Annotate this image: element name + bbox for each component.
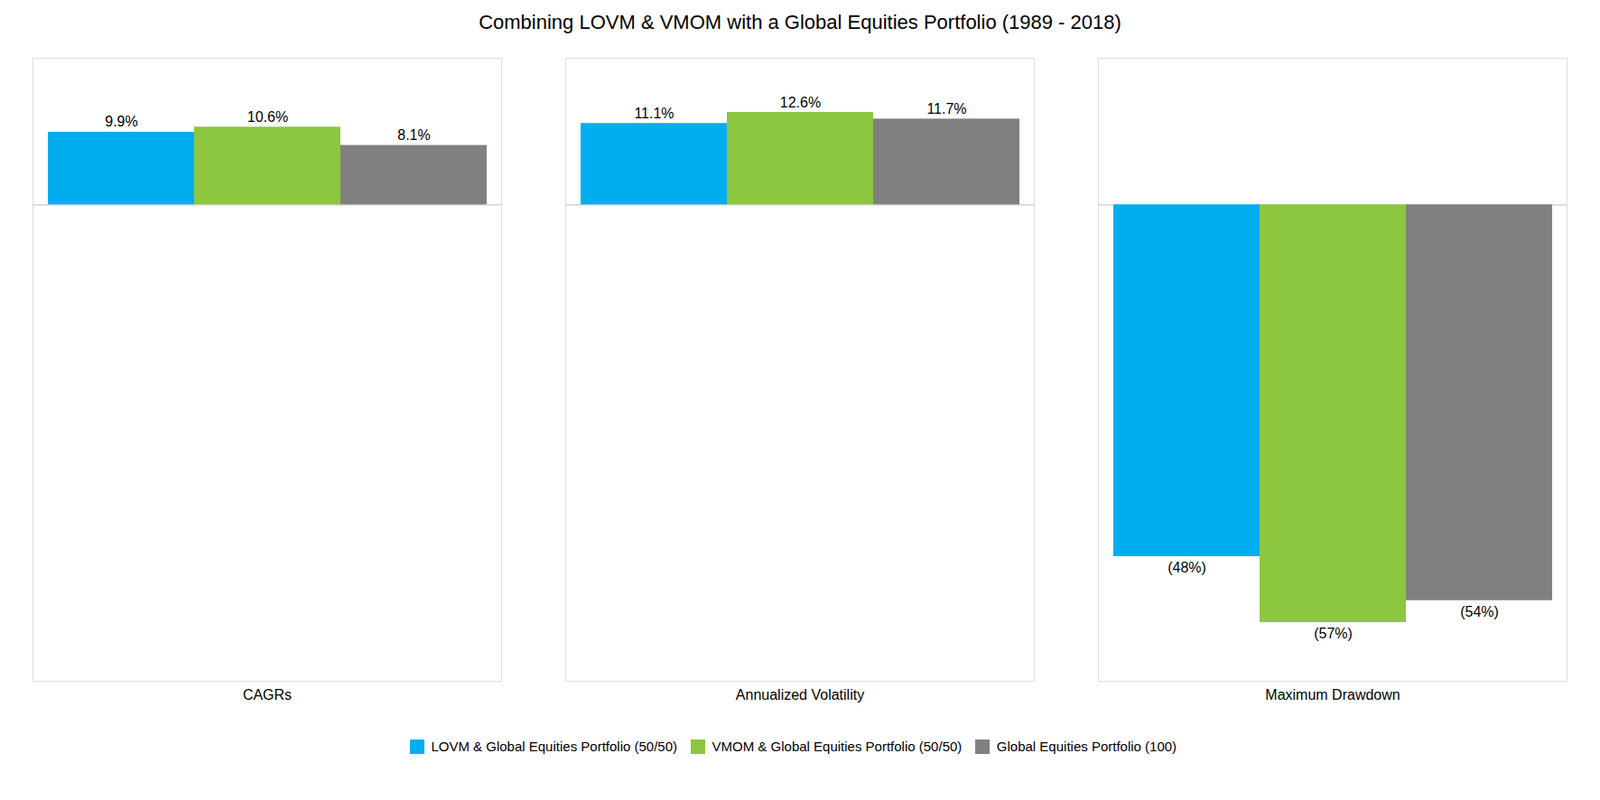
- svg-text:Maximum Drawdown: Maximum Drawdown: [1265, 687, 1400, 703]
- svg-text:Annualized Volatility: Annualized Volatility: [735, 687, 865, 703]
- svg-text:10.6%: 10.6%: [247, 109, 289, 125]
- svg-text:(54%): (54%): [1460, 604, 1499, 620]
- svg-text:CAGRs: CAGRs: [242, 687, 292, 703]
- html-text:Global Equities Portfolio (100: Global Equities Portfolio (100): [996, 738, 1177, 754]
- svg-text:(48%): (48%): [1167, 559, 1207, 576]
- svg-text:9.9%: 9.9%: [104, 113, 138, 130]
- html-text:VMOM & Global Equities Portfol: VMOM & Global Equities Portfolio (50/50): [711, 738, 962, 754]
- svg-text:8.1%: 8.1%: [397, 127, 430, 143]
- svg-text:11.1%: 11.1%: [633, 105, 674, 121]
- svg-text:11.7%: 11.7%: [926, 101, 967, 117]
- svg-text:(57%): (57%): [1313, 625, 1353, 642]
- svg-text:12.6%: 12.6%: [780, 94, 821, 111]
- html-text:Combining LOVM & VMOM with a G: Combining LOVM & VMOM with a Global Equi…: [478, 10, 1122, 34]
- html-text:LOVM & Global Equities Portfol: LOVM & Global Equities Portfolio (50/50): [431, 738, 678, 754]
